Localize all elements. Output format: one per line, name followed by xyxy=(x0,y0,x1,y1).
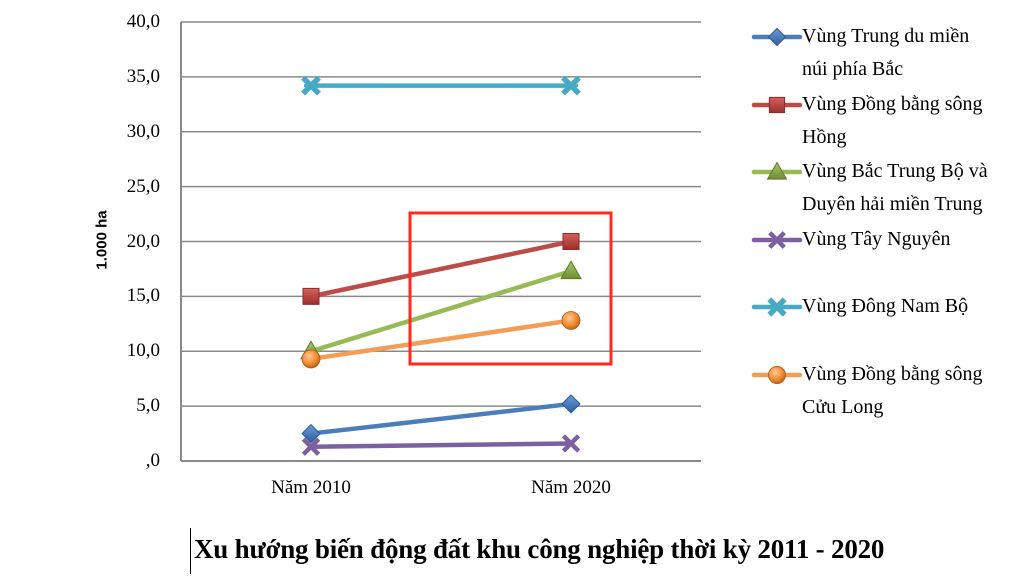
legend-swatch xyxy=(751,366,803,384)
x-tick-2010: Năm 2010 xyxy=(271,477,351,498)
legend-label: Vùng Đông Nam Bộ xyxy=(802,295,969,317)
series-path xyxy=(308,239,574,299)
y-axis-label: 1.000 ha xyxy=(93,210,111,270)
series-line xyxy=(301,434,581,456)
diamond-marker xyxy=(561,394,581,414)
series-path xyxy=(308,268,574,354)
series-path xyxy=(308,318,574,362)
legend-swatches xyxy=(751,27,803,384)
legend-label: Vùng Tây Nguyên xyxy=(802,228,951,250)
series-line xyxy=(301,394,581,444)
triangle-marker xyxy=(560,260,582,280)
series-path xyxy=(308,401,574,436)
series-path xyxy=(308,441,574,449)
series-line xyxy=(301,75,581,96)
y-tick-40: 40,0 xyxy=(126,11,160,32)
legend-label: Vùng Trung du miền núi phía Bắc xyxy=(802,25,970,80)
y-tick-30: 30,0 xyxy=(126,121,160,142)
series-line xyxy=(302,233,580,305)
diamond-marker xyxy=(767,27,787,47)
square-marker xyxy=(302,287,320,305)
legend-swatch xyxy=(751,27,803,47)
circle-marker xyxy=(301,349,321,369)
y-tick-0: ,0 xyxy=(145,450,160,471)
x-marker xyxy=(561,434,581,453)
x-tick-2020: Năm 2020 xyxy=(531,477,611,498)
y-tick-35: 35,0 xyxy=(126,66,160,87)
gridlines xyxy=(181,21,701,407)
square-marker xyxy=(562,233,580,250)
square-marker xyxy=(768,96,786,114)
series-group xyxy=(300,75,582,456)
legend-swatch xyxy=(751,231,803,249)
series-line xyxy=(300,260,582,360)
circle-marker xyxy=(561,311,581,330)
legend-swatch xyxy=(751,161,803,180)
highlight-rectangle xyxy=(408,211,613,366)
x-marker xyxy=(768,231,786,249)
chart-caption: Xu hướng biến động đất khu công nghiệp t… xyxy=(194,534,885,564)
series-line xyxy=(301,311,581,369)
legend-label: Vùng Đồng bằng sông Cửu Long xyxy=(802,363,983,418)
y-tick-15: 15,0 xyxy=(126,285,160,306)
x-marker xyxy=(301,437,321,456)
y-tick-20: 20,0 xyxy=(126,231,160,252)
y-tick-25: 25,0 xyxy=(126,176,160,197)
legend-label: Vùng Đồng bằng sông Hồng xyxy=(802,93,983,148)
y-tick-5: 5,0 xyxy=(136,395,160,416)
triangle-marker xyxy=(766,161,788,180)
circle-marker xyxy=(768,366,786,384)
legend-label: Vùng Bắc Trung Bộ và Duyên hải miền Trung xyxy=(802,160,988,215)
legend-swatch xyxy=(751,96,803,114)
diamond-marker xyxy=(301,423,321,444)
text-cursor xyxy=(190,528,191,574)
y-tick-10: 10,0 xyxy=(126,340,160,361)
legend-swatch xyxy=(751,297,803,317)
